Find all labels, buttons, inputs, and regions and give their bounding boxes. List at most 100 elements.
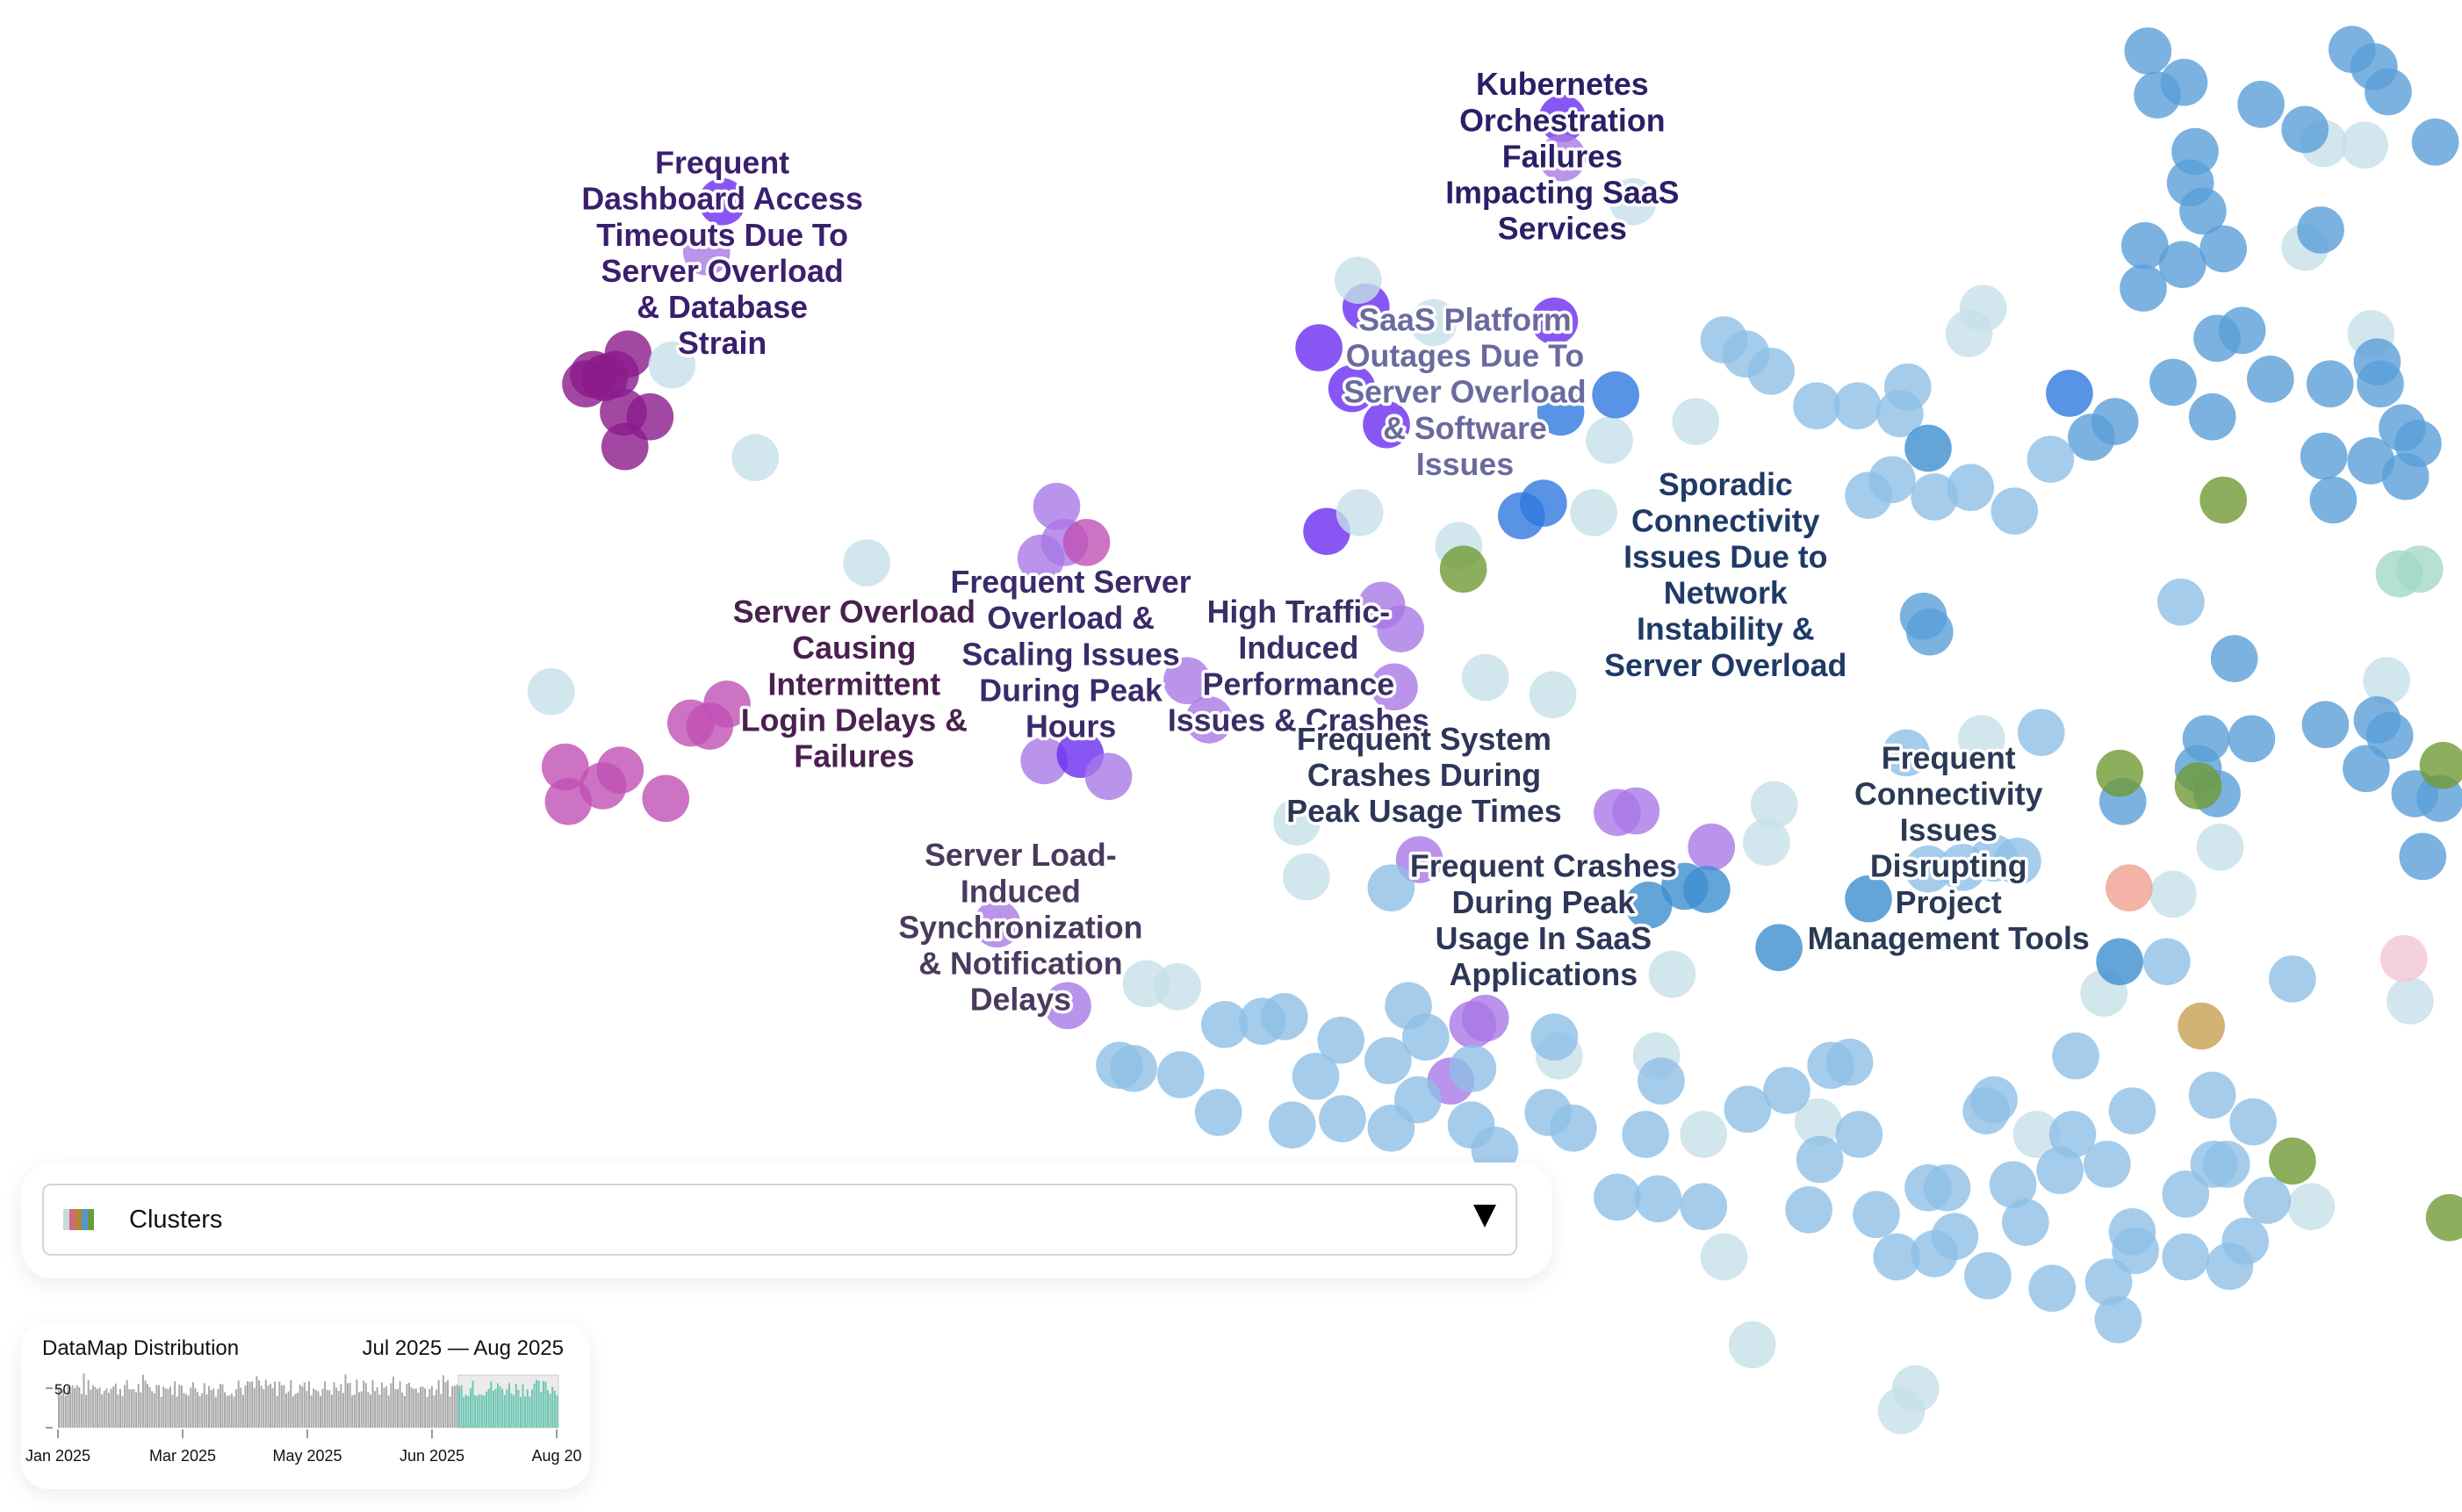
data-point[interactable]	[592, 350, 639, 399]
data-point[interactable]	[2036, 1147, 2084, 1194]
data-point[interactable]	[1319, 1095, 1366, 1142]
data-point[interactable]	[1750, 781, 1798, 829]
data-point[interactable]	[1586, 416, 1633, 464]
data-point[interactable]	[2380, 934, 2428, 983]
data-point[interactable]	[1020, 737, 1069, 785]
data-point[interactable]	[2017, 709, 2065, 756]
chevron-down-icon[interactable]	[1473, 1205, 1496, 1228]
data-point[interactable]	[1742, 818, 1790, 867]
data-point[interactable]	[2108, 1087, 2156, 1134]
data-point[interactable]	[2365, 68, 2412, 116]
data-point[interactable]	[2149, 870, 2197, 918]
data-point[interactable]	[1371, 663, 1418, 711]
data-point[interactable]	[2357, 360, 2404, 408]
data-point[interactable]	[1530, 297, 1579, 345]
data-point[interactable]	[1825, 1038, 1874, 1086]
data-point[interactable]	[1793, 382, 1840, 430]
data-point[interactable]	[1283, 853, 1330, 901]
data-point[interactable]	[2221, 1217, 2270, 1265]
data-point[interactable]	[2386, 977, 2434, 1025]
data-point[interactable]	[1875, 390, 1924, 437]
data-point[interactable]	[843, 539, 890, 587]
data-point[interactable]	[1905, 608, 1954, 656]
data-point[interactable]	[2395, 545, 2444, 594]
data-point[interactable]	[2199, 476, 2248, 524]
data-point[interactable]	[1017, 534, 1065, 582]
data-point[interactable]	[1747, 348, 1795, 395]
data-point[interactable]	[1796, 1135, 1844, 1184]
data-point[interactable]	[2028, 1264, 2077, 1313]
data-point[interactable]	[2188, 1071, 2236, 1120]
data-point[interactable]	[1033, 482, 1081, 530]
data-point[interactable]	[1882, 729, 1930, 777]
data-point[interactable]	[1688, 823, 1736, 871]
data-point[interactable]	[1989, 1161, 2037, 1209]
data-point[interactable]	[2365, 711, 2414, 760]
data-point[interactable]	[1990, 487, 2039, 535]
data-point[interactable]	[2188, 392, 2236, 441]
data-point[interactable]	[1660, 862, 1709, 911]
data-point[interactable]	[1335, 488, 1384, 536]
data-point[interactable]	[2399, 832, 2447, 881]
data-point[interactable]	[1185, 696, 1233, 744]
data-point[interactable]	[2287, 1183, 2336, 1231]
data-point[interactable]	[601, 422, 649, 471]
data-point[interactable]	[2124, 27, 2172, 75]
data-point[interactable]	[2341, 121, 2388, 169]
data-point[interactable]	[1393, 1076, 1442, 1124]
data-point[interactable]	[2218, 306, 2266, 355]
data-point[interactable]	[1154, 963, 1202, 1011]
data-point[interactable]	[2084, 1141, 2131, 1188]
data-point[interactable]	[1609, 177, 1657, 226]
data-point[interactable]	[1461, 653, 1509, 702]
data-point[interactable]	[1273, 798, 1321, 846]
data-points[interactable]	[527, 25, 2462, 1435]
data-point[interactable]	[2112, 1227, 2159, 1275]
data-point[interactable]	[1409, 299, 1458, 347]
data-point[interactable]	[1755, 924, 1803, 971]
data-point[interactable]	[1724, 1085, 1772, 1134]
data-point[interactable]	[1471, 1127, 1519, 1174]
data-point[interactable]	[1295, 324, 1343, 371]
data-point[interactable]	[1638, 1057, 1685, 1105]
data-point[interactable]	[1700, 1233, 1748, 1281]
data-point[interactable]	[2243, 1177, 2292, 1224]
data-point[interactable]	[642, 774, 690, 823]
data-point[interactable]	[1335, 256, 1382, 304]
data-point[interactable]	[1156, 1051, 1205, 1098]
data-point[interactable]	[2199, 225, 2248, 273]
data-point[interactable]	[648, 341, 696, 389]
data-point[interactable]	[1845, 472, 1892, 519]
data-point[interactable]	[2026, 436, 2075, 483]
data-point[interactable]	[2052, 1032, 2099, 1080]
data-point[interactable]	[2174, 762, 2222, 810]
data-point[interactable]	[2002, 1199, 2049, 1246]
data-point[interactable]	[2343, 745, 2390, 793]
data-point[interactable]	[2363, 657, 2410, 704]
data-point[interactable]	[1062, 518, 1111, 566]
data-point[interactable]	[1845, 875, 1892, 923]
data-point[interactable]	[2300, 432, 2348, 480]
histogram-chart[interactable]: 50 Jan 2025 Mar 2025 May 2025 Jun 2025 Aug 20	[21, 1322, 590, 1489]
data-point[interactable]	[2158, 241, 2206, 289]
data-point[interactable]	[527, 667, 575, 716]
data-point[interactable]	[1877, 1386, 1926, 1435]
data-point[interactable]	[2202, 1141, 2250, 1188]
data-point[interactable]	[1110, 1045, 1157, 1092]
data-point[interactable]	[2306, 360, 2354, 408]
data-point[interactable]	[2157, 578, 2205, 626]
data-point[interactable]	[2142, 938, 2191, 986]
data-point[interactable]	[1763, 1067, 1811, 1114]
data-point[interactable]	[1401, 1013, 1450, 1061]
data-point[interactable]	[1377, 605, 1424, 652]
data-point[interactable]	[2228, 715, 2276, 763]
data-point[interactable]	[1084, 752, 1133, 801]
data-point[interactable]	[1449, 1045, 1497, 1092]
data-point[interactable]	[1634, 1175, 1682, 1223]
data-point[interactable]	[1923, 1163, 1971, 1212]
data-point[interactable]	[1785, 1185, 1832, 1234]
data-point[interactable]	[1538, 95, 1587, 142]
data-point[interactable]	[2419, 741, 2462, 789]
data-point[interactable]	[1044, 982, 1091, 1030]
data-point[interactable]	[1592, 371, 1639, 419]
